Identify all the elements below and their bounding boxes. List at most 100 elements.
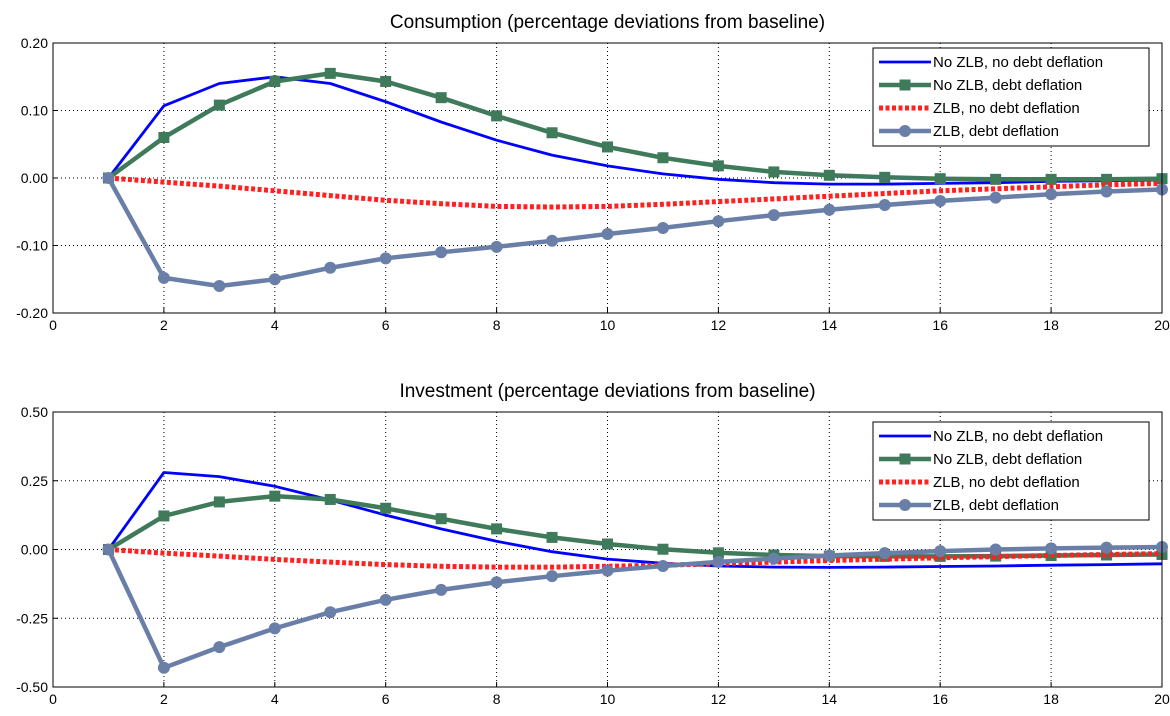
investment-legend-label: No ZLB, no debt deflation	[933, 428, 1103, 445]
consumption-x-tick-label: 16	[932, 317, 948, 333]
investment-series-4-point	[656, 560, 669, 572]
investment-panel: Investment (percentage deviations from b…	[16, 381, 1170, 707]
consumption-x-tick-label: 0	[49, 317, 57, 333]
investment-series-4-point	[989, 543, 1002, 556]
investment-series-4-point	[601, 564, 614, 577]
investment-x-tick-label: 14	[822, 691, 838, 707]
consumption-series-2-point	[158, 132, 170, 143]
investment-legend-label: No ZLB, debt deflation	[933, 451, 1082, 468]
investment-series-4-point	[157, 661, 170, 674]
consumption-legend-label: No ZLB, debt deflation	[933, 77, 1082, 94]
consumption-series-2-point	[768, 166, 780, 178]
consumption-series-2-point	[879, 171, 891, 183]
investment-plot-area	[102, 471, 1168, 674]
investment-legend-marker	[899, 499, 911, 511]
consumption-series-4-point	[823, 203, 836, 216]
investment-series-4-point	[490, 576, 503, 589]
investment-x-tick-label: 0	[49, 691, 57, 707]
consumption-series-4-point	[435, 246, 448, 259]
investment-series-2-point	[158, 510, 170, 522]
consumption-series-4-point	[712, 215, 725, 228]
consumption-series-2-point	[657, 152, 669, 164]
consumption-series-2-point	[546, 127, 558, 139]
investment-x-tick-label: 12	[711, 691, 727, 707]
consumption-series-4-point	[767, 209, 780, 222]
consumption-y-tick-label: -0.20	[16, 305, 48, 321]
consumption-x-tick-label: 2	[160, 317, 168, 333]
investment-series-2-point	[269, 490, 281, 502]
investment-series-2-point	[324, 493, 336, 505]
consumption-series-2-point	[934, 173, 946, 185]
investment-series-2-point	[657, 543, 669, 555]
consumption-x-tick-label: 6	[382, 317, 390, 333]
consumption-y-tick-label: 0.20	[21, 35, 48, 51]
investment-x-tick-label: 16	[932, 691, 948, 707]
consumption-x-tick-label: 8	[493, 317, 501, 333]
investment-x-tick-label: 4	[271, 691, 279, 707]
investment-y-tick-label: 0.00	[21, 542, 48, 558]
investment-series-4-point	[268, 622, 281, 635]
consumption-legend: No ZLB, no debt deflation No ZLB, debt de…	[872, 47, 1150, 147]
consumption-series-2-point	[1101, 173, 1113, 185]
investment-series-2-point	[213, 496, 225, 508]
investment-series-4-point	[546, 570, 559, 583]
consumption-series-4-point	[324, 261, 337, 274]
investment-legend-label: ZLB, no debt deflation	[933, 474, 1080, 491]
investment-series-4-line	[106, 544, 1163, 671]
investment-series-2-point	[546, 531, 558, 543]
investment-legend-marker	[899, 453, 911, 465]
consumption-series-4-point	[1045, 188, 1058, 201]
consumption-series-4-point	[1100, 185, 1113, 198]
consumption-x-tick-label: 20	[1154, 317, 1170, 333]
investment-legend: No ZLB, no debt deflation No ZLB, debt de…	[872, 421, 1150, 521]
consumption-legend-marker	[899, 125, 911, 137]
consumption-x-tick-label: 4	[271, 317, 279, 333]
consumption-series-2-point	[712, 160, 724, 172]
consumption-series-4-point	[934, 194, 947, 207]
consumption-y-tick-label: 0.00	[21, 170, 48, 186]
consumption-title: Consumption (percentage deviations from …	[390, 12, 825, 33]
investment-series-4-point	[379, 593, 392, 606]
investment-series-4-point	[878, 547, 891, 560]
consumption-series-2-point	[324, 67, 336, 79]
consumption-series-2-point	[602, 141, 613, 153]
consumption-series-2-point	[380, 75, 392, 87]
consumption-panel: Consumption (percentage deviations from …	[16, 12, 1170, 333]
consumption-series-2-line	[107, 71, 1163, 182]
consumption-series-4-point	[601, 228, 614, 241]
investment-series-2-point	[435, 513, 447, 525]
investment-y-tick-label: -0.25	[16, 610, 48, 626]
consumption-x-tick-label: 18	[1043, 317, 1059, 333]
consumption-series-4-point	[989, 191, 1002, 204]
consumption-series-4-point	[379, 252, 392, 265]
investment-y-tick-label: -0.50	[16, 679, 48, 695]
consumption-legend-marker	[899, 79, 911, 91]
consumption-legend-label: ZLB, debt deflation	[933, 123, 1059, 140]
investment-series-4-point	[823, 549, 836, 562]
investment-x-tick-label: 6	[382, 691, 390, 707]
consumption-x-tick-label: 14	[822, 317, 838, 333]
consumption-x-tick-label: 10	[600, 317, 616, 333]
consumption-series-4-point	[268, 273, 281, 286]
investment-series-2-point	[712, 547, 724, 559]
investment-series-4-point	[435, 583, 448, 596]
consumption-series-4-point	[157, 271, 170, 284]
consumption-series-2-point	[213, 99, 225, 111]
investment-title: Investment (percentage deviations from b…	[399, 381, 815, 402]
investment-series-4-point	[1045, 542, 1058, 555]
consumption-series-2-point	[823, 169, 835, 181]
consumption-series-2-point	[1045, 173, 1057, 185]
investment-x-tick-label: 20	[1154, 691, 1170, 707]
consumption-series-3-line	[108, 175, 1163, 210]
consumption-series-4-point	[102, 172, 115, 184]
investment-x-tick-label: 2	[160, 691, 168, 707]
investment-series-3-line	[108, 547, 1163, 570]
investment-series-4-point	[767, 552, 780, 565]
consumption-plot-area	[102, 67, 1168, 292]
investment-x-tick-label: 8	[493, 691, 501, 707]
consumption-plot-frame	[52, 42, 1163, 314]
investment-series-2-point	[602, 538, 613, 550]
consumption-series-4-line	[106, 176, 1163, 289]
investment-y-tick-label: 0.25	[21, 473, 48, 489]
